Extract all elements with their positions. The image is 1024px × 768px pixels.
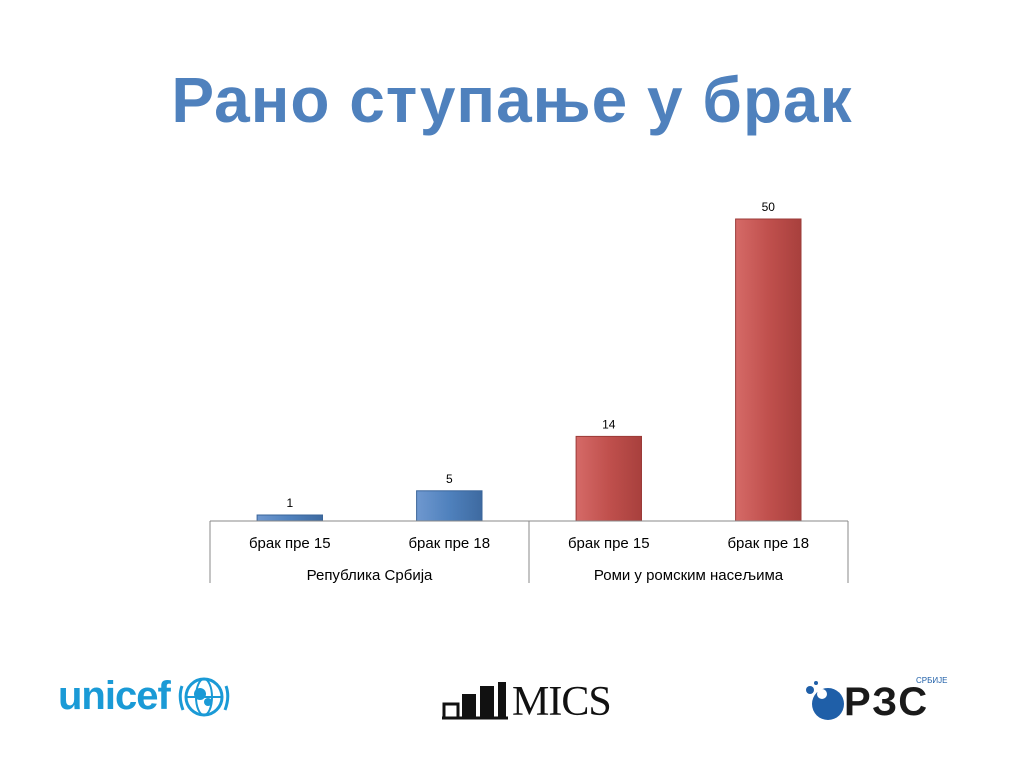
bar-chart: 1 5 14 50 брак пре 15 брак пре 18 брак пре 15… bbox=[209, 200, 849, 584]
mics-bars-icon bbox=[442, 682, 508, 720]
unicef-emblem-icon bbox=[178, 677, 230, 717]
data-label: 14 bbox=[602, 417, 616, 431]
mics-logo: MICS bbox=[442, 679, 612, 725]
unicef-wordmark: unicef bbox=[58, 674, 171, 718]
bar bbox=[416, 490, 483, 522]
rzs-subtitle: СРБИЈЕ bbox=[916, 676, 948, 685]
bar bbox=[256, 514, 324, 522]
category-tick-label: брак пре 18 bbox=[727, 535, 809, 552]
slide-title: Рано ступање у брак bbox=[171, 64, 853, 136]
mics-wordmark: MICS bbox=[512, 679, 612, 725]
rzs-dots-icon bbox=[806, 681, 844, 720]
data-label: 1 bbox=[286, 496, 293, 510]
bar bbox=[735, 218, 802, 522]
category-tick-label: брак пре 15 bbox=[249, 535, 331, 552]
unicef-logo: unicef bbox=[58, 672, 238, 722]
category-tick-label: брак пре 18 bbox=[408, 535, 490, 552]
data-label: 5 bbox=[446, 472, 453, 486]
group-label: Роми у ромским насељима bbox=[594, 567, 784, 584]
rzs-wordmark: РЗС bbox=[844, 680, 930, 724]
rzs-logo: РЗС СРБИЈЕ bbox=[804, 676, 964, 726]
bar bbox=[575, 435, 642, 522]
category-tick-label: брак пре 15 bbox=[568, 535, 650, 552]
group-label: Република Србија bbox=[307, 567, 433, 584]
data-label: 50 bbox=[762, 200, 776, 214]
